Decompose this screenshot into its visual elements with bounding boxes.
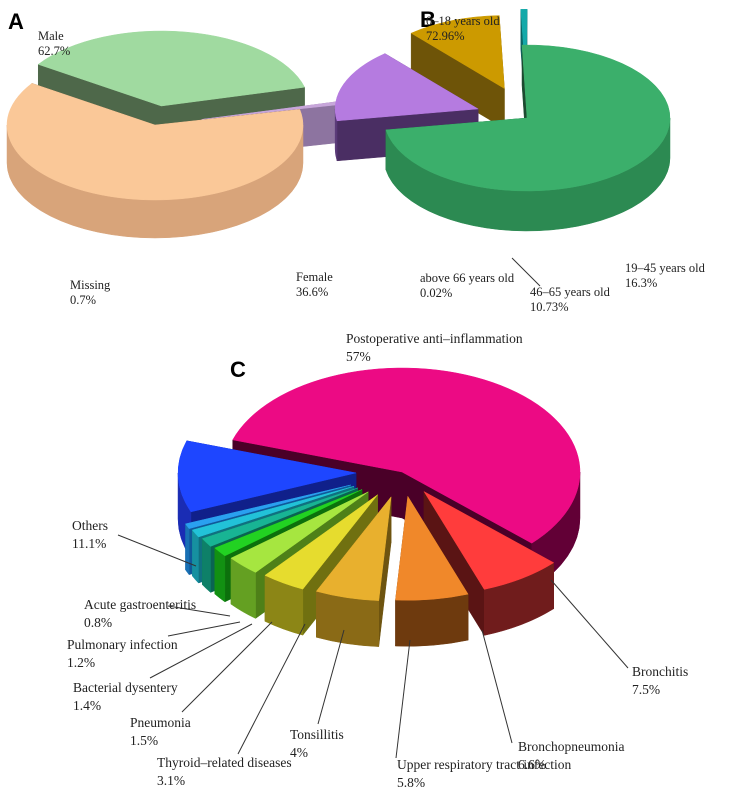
slice-label-postoperative-name: Postoperative anti–inflammation <box>346 331 523 346</box>
slice-label-0-18: 0–18 years old 72.96% <box>426 14 500 43</box>
leader-others <box>117 534 197 567</box>
leader-46-65 <box>511 257 541 287</box>
slice-label-above-66: above 66 years old 0.02% <box>420 271 515 300</box>
leader-acute-gastroenteritis <box>167 605 231 617</box>
slice-label-male-name: Male <box>38 29 64 43</box>
slice-label-missing: Missing 0.7% <box>70 278 111 307</box>
slice-label-female-name: Female <box>296 270 333 284</box>
pie-slice-side <box>185 523 190 576</box>
slice-label-acute-gastroenteritis-name: Acute gastroenteritis <box>84 597 196 612</box>
slice-label-0-18-name: 0–18 years old <box>426 14 500 28</box>
slice-label-postoperative: Postoperative anti–inflammation 57% <box>346 331 523 364</box>
pie-slice-top <box>230 491 369 573</box>
slice-label-thyroid-name: Thyroid–related diseases <box>157 755 292 770</box>
leader-pulmonary-infection <box>167 621 241 637</box>
leader-bacterial-dysentery <box>149 623 253 679</box>
slice-label-46-65-name: 46–65 years old <box>530 285 611 299</box>
slice-label-19-45-name: 19–45 years old <box>625 261 706 275</box>
pie-slice-top <box>177 440 357 513</box>
slice-label-male-pct: 62.7% <box>38 44 70 58</box>
slice-label-upper-respiratory-pct: 5.8% <box>397 775 425 790</box>
pie-slice-0-18-years-old <box>385 44 671 232</box>
pie-chart-b: 0–18 years old 72.96% 19–45 years old 16.3%… <box>334 9 706 314</box>
slice-label-pulmonary-infection-pct: 1.2% <box>67 655 95 670</box>
slice-label-others-name: Others <box>72 518 108 533</box>
pie-slice-side <box>202 538 211 593</box>
slice-label-acute-gastroenteritis-pct: 0.8% <box>84 615 112 630</box>
slice-label-upper-respiratory-name: Upper respiratory tract infection <box>397 757 572 772</box>
pie-slice-upper-respiratory-tract-infection <box>315 496 392 647</box>
pie-slice-top <box>232 367 581 544</box>
slice-label-bronchopneumonia-pct: 6.6% <box>518 757 546 772</box>
slice-label-above-66-pct: 0.02% <box>420 286 452 300</box>
pie-slice-top <box>37 30 305 107</box>
leader-thyroid <box>237 623 306 755</box>
slice-label-pneumonia-pct: 1.5% <box>130 733 158 748</box>
slice-label-19-45: 19–45 years old 16.3% <box>625 261 706 290</box>
slice-label-tonsillitis: Tonsillitis 4% <box>290 727 344 760</box>
leader-bronchitis <box>550 579 629 669</box>
slice-label-tonsillitis-pct: 4% <box>290 745 308 760</box>
pie-slice-side <box>395 593 469 647</box>
slice-label-thyroid-pct: 3.1% <box>157 773 185 788</box>
pie-slice-top <box>315 496 392 601</box>
slice-label-thyroid: Thyroid–related diseases 3.1% <box>157 755 292 788</box>
pie-slice-top <box>423 490 555 590</box>
pie-slice-top <box>410 15 505 89</box>
slice-label-pulmonary-infection: Pulmonary infection 1.2% <box>67 637 178 670</box>
slice-label-acute-gastroenteritis: Acute gastroenteritis 0.8% <box>84 597 196 630</box>
pie-slice-bronchopneumonia <box>395 495 469 647</box>
panel-letter-a: A <box>8 9 24 34</box>
slice-label-female-pct: 36.6% <box>296 285 328 299</box>
slice-label-bronchopneumonia: Bronchopneumonia 6.6% <box>518 739 624 772</box>
pie-slice-bronchitis <box>423 490 555 637</box>
slice-label-bronchitis-pct: 7.5% <box>632 682 660 697</box>
pie-slice-top <box>395 495 469 601</box>
pie-slice-top <box>185 484 351 529</box>
slice-label-missing-pct: 0.7% <box>70 293 96 307</box>
slice-label-bronchopneumonia-name: Bronchopneumonia <box>518 739 624 754</box>
slice-label-female: Female 36.6% <box>296 270 333 299</box>
slice-label-19-45-pct: 16.3% <box>625 276 657 290</box>
slice-label-above-66-name: above 66 years old <box>420 271 515 285</box>
slice-label-46-65-pct: 10.73% <box>530 300 569 314</box>
slice-label-pneumonia-name: Pneumonia <box>130 715 191 730</box>
pie-slice-top <box>334 53 479 122</box>
slice-label-pneumonia: Pneumonia 1.5% <box>130 715 191 748</box>
pie-slice-top <box>214 489 363 557</box>
pie-slice-46-65-years-old <box>410 15 505 129</box>
slice-label-bacterial-dysentery-name: Bacterial dysentery <box>73 680 178 695</box>
slice-label-postoperative-pct: 57% <box>346 349 371 364</box>
slice-label-others-pct: 11.1% <box>72 536 106 551</box>
slice-label-male: Male 62.7% <box>38 29 70 58</box>
pie-slice-top <box>201 487 358 547</box>
slice-label-46-65: 46–65 years old 10.73% <box>530 285 611 314</box>
slice-label-pulmonary-infection-name: Pulmonary infection <box>67 637 178 652</box>
leader-upper-respiratory <box>395 639 411 759</box>
pie-slice-side <box>192 529 199 584</box>
pie-slice-top <box>191 486 354 538</box>
pie-chart-a: Male 62.7% Female 36.6% Missing 0.7% <box>6 29 347 307</box>
slice-label-bacterial-dysentery-pct: 1.4% <box>73 698 101 713</box>
slice-label-bacterial-dysentery: Bacterial dysentery 1.4% <box>73 680 178 713</box>
slice-label-others: Others 11.1% <box>72 518 108 551</box>
slice-label-tonsillitis-name: Tonsillitis <box>290 727 344 742</box>
pie-chart-c: Postoperative anti–inflammation 57% Bronch… <box>67 331 688 790</box>
slice-label-bronchitis-name: Bronchitis <box>632 664 688 679</box>
slice-label-bronchitis: Bronchitis 7.5% <box>632 664 688 697</box>
pie-slice-side <box>214 547 226 603</box>
slice-label-upper-respiratory: Upper respiratory tract infection 5.8% <box>397 757 572 790</box>
slice-label-missing-name: Missing <box>70 278 111 292</box>
pie-slice-top <box>385 44 671 192</box>
pie-slice-male <box>6 83 304 239</box>
panel-letter-c: C <box>230 357 246 382</box>
pie-slice-top <box>6 83 304 201</box>
pie-slice-top <box>264 494 378 590</box>
slice-label-0-18-pct: 72.96% <box>426 29 465 43</box>
leader-pneumonia <box>181 621 273 713</box>
leader-bronchopneumonia <box>481 629 513 744</box>
leader-tonsillitis <box>317 629 345 725</box>
